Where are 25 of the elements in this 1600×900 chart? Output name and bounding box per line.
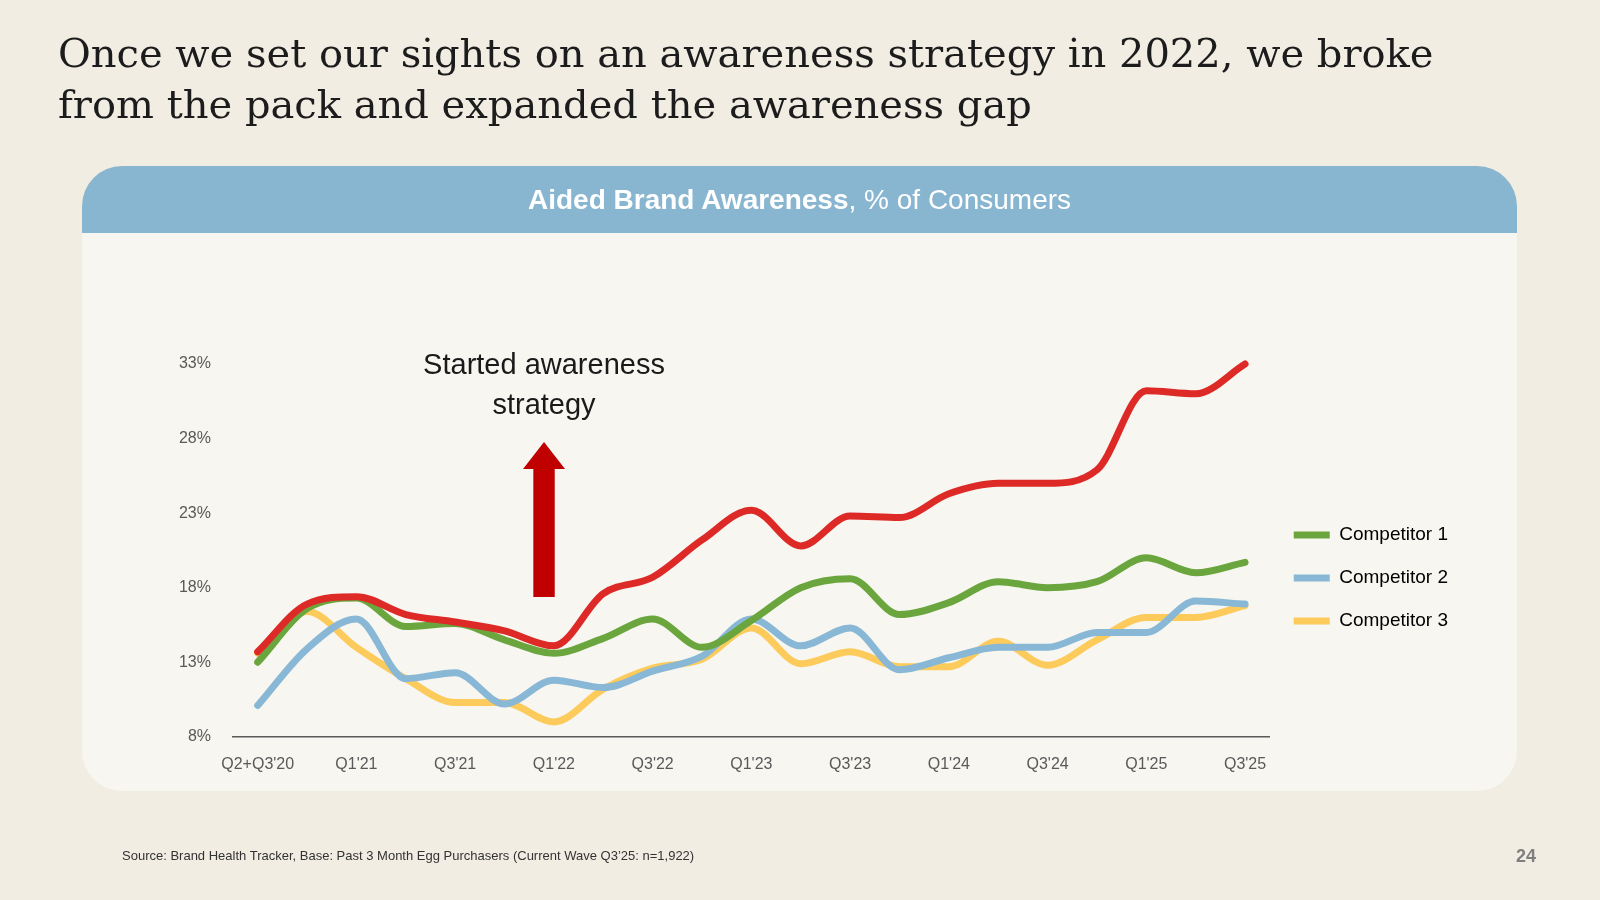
- x-tick-label: Q3'21: [434, 754, 477, 772]
- legend-label: Competitor 1: [1339, 523, 1449, 545]
- x-tick-label: Q3'22: [631, 754, 674, 772]
- y-tick-label: 18%: [178, 578, 211, 596]
- legend-label: Competitor 3: [1339, 609, 1449, 631]
- x-tick-label: Q3'25: [1223, 754, 1267, 772]
- x-tick-label: Q1'25: [1125, 754, 1168, 772]
- annotation: Started awareness strategy: [423, 348, 665, 420]
- y-tick-label: 28%: [178, 428, 211, 446]
- y-tick-label: 33%: [178, 354, 211, 372]
- text: 24: [1515, 846, 1536, 867]
- legend-label: Competitor 2: [1339, 566, 1449, 588]
- x-tick-label: Q1'21: [335, 754, 378, 772]
- x-tick-label: Q1'23: [730, 754, 773, 772]
- y-tick-label: 23%: [178, 503, 211, 521]
- y-tick-label: 13%: [178, 652, 211, 670]
- x-tick-label: Q1'24: [927, 754, 971, 772]
- x-tick-label: Q2+Q3'20: [221, 754, 295, 772]
- y-tick-label: 8%: [187, 727, 211, 745]
- source-note: Source: Brand Health Tracker, Base: Past 3 Month Egg Purchasers (Current Wave Q3’25: n=1,922): [122, 848, 695, 863]
- x-tick-label: Q3'24: [1026, 754, 1069, 772]
- chart-subtitle: Aided Brand Awareness, % of Consumers: [527, 184, 1072, 215]
- x-tick-label: Q1'22: [532, 754, 576, 772]
- chart-title: Once we set our sights on an awareness strategy in 2022, we broke from the pack and expanded the awareness gap: [58, 29, 1435, 129]
- x-tick-label: Q3'23: [829, 754, 872, 772]
